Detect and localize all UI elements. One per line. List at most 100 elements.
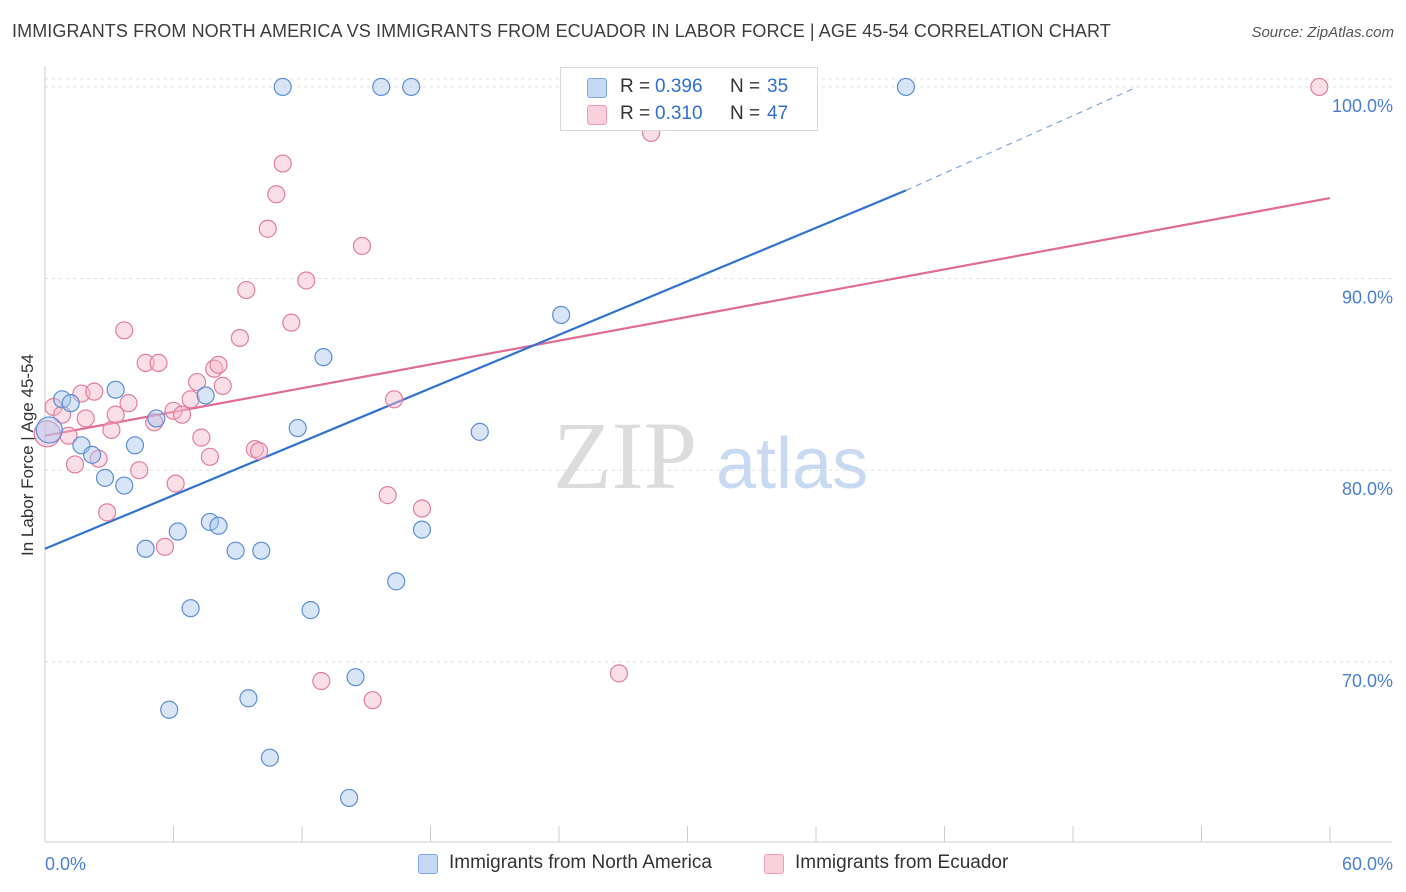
tick-labels: 70.0% 80.0% 90.0% 100.0% 0.0% 60.0%	[45, 96, 1393, 874]
point-north-america	[470, 422, 489, 441]
axes	[44, 66, 1392, 843]
point-north-america	[301, 601, 320, 620]
point-north-america	[288, 418, 307, 438]
point-north-america	[387, 572, 406, 591]
point-ecuador	[363, 691, 382, 710]
point-ecuador	[181, 390, 200, 409]
point-ecuador	[187, 372, 207, 392]
legend-r-label: R =	[620, 76, 651, 97]
point-ecuador	[384, 390, 404, 409]
point-north-america	[125, 436, 145, 455]
point-ecuador	[200, 447, 220, 466]
point-north-america	[346, 668, 365, 687]
point-ecuador	[166, 474, 185, 493]
legend-r-label: R =	[620, 103, 651, 124]
point-ecuador	[1310, 77, 1329, 97]
y-tick-label: 80.0%	[1342, 479, 1393, 499]
legend-r-value: 0.310	[655, 103, 703, 124]
point-north-america	[402, 77, 421, 97]
y-tick-label: 100.0%	[1332, 96, 1393, 116]
source-label: Source: ZipAtlas.com	[1251, 24, 1394, 41]
legend-n-value: 47	[767, 103, 789, 124]
point-north-america	[181, 599, 200, 618]
legend-swatch-north-america	[587, 78, 607, 98]
legend-n-value: 35	[767, 76, 789, 97]
point-ecuador	[136, 353, 155, 372]
point-ecuador	[115, 321, 134, 340]
point-north-america	[200, 512, 220, 532]
point-north-america	[83, 445, 102, 464]
point-north-america	[226, 541, 245, 560]
point-ecuador	[312, 671, 331, 691]
point-ecuador	[130, 461, 149, 480]
point-ecuador	[250, 441, 269, 461]
point-north-america	[260, 748, 279, 767]
point-north-america	[168, 522, 187, 541]
point-ecuador	[155, 537, 175, 556]
trend-lines	[44, 86, 1331, 550]
point-ecuador	[172, 405, 192, 424]
point-north-america	[53, 390, 72, 409]
point-north-america	[106, 380, 125, 399]
trend-line-north-america	[44, 189, 907, 550]
point-north-america	[136, 539, 155, 558]
watermark-zip: ZIP	[553, 402, 697, 509]
bottom-legend-swatch-ecuador	[764, 854, 784, 874]
point-north-america	[252, 541, 271, 560]
point-north-america	[372, 77, 391, 97]
point-north-america	[115, 476, 134, 495]
legend: R = 0.396 N = 35 R = 0.310 N = 47	[560, 67, 818, 131]
point-north-america	[340, 788, 359, 808]
point-ecuador	[106, 405, 125, 424]
legend-n-label: N =	[730, 103, 761, 124]
point-ecuador	[267, 185, 286, 204]
point-north-america	[160, 700, 179, 719]
point-north-america	[314, 348, 333, 367]
point-north-america	[209, 516, 228, 535]
point-ecuador	[237, 280, 256, 300]
y-tick-label: 90.0%	[1342, 288, 1393, 308]
point-ecuador	[85, 382, 104, 401]
point-ecuador	[119, 394, 138, 413]
point-ecuador	[76, 409, 95, 428]
point-north-america	[35, 416, 63, 444]
point-ecuador	[102, 420, 121, 440]
point-ecuador	[297, 271, 316, 290]
point-north-america	[61, 394, 80, 413]
bottom-legend-swatch-north-america	[418, 854, 438, 874]
trend-line-ecuador	[44, 196, 1331, 437]
point-ecuador	[98, 503, 117, 522]
point-ecuador	[282, 313, 301, 332]
point-north-america	[412, 520, 432, 539]
watermark: ZIP atlas	[553, 402, 868, 509]
point-ecuador	[378, 486, 397, 505]
point-north-america	[273, 77, 292, 97]
legend-n-label: N =	[730, 76, 761, 97]
point-ecuador	[65, 455, 85, 474]
point-north-america	[552, 305, 571, 325]
point-ecuador	[230, 328, 249, 348]
x-tick-label: 0.0%	[45, 854, 86, 874]
point-north-america	[95, 468, 115, 487]
point-north-america	[196, 386, 215, 405]
point-ecuador	[258, 219, 277, 238]
point-ecuador	[273, 154, 292, 173]
point-north-america	[896, 77, 916, 97]
y-tick-label: 70.0%	[1342, 671, 1393, 691]
point-ecuador	[164, 401, 183, 420]
point-ecuador	[609, 664, 629, 683]
point-north-america	[239, 689, 258, 708]
point-ecuador	[412, 499, 432, 518]
point-north-america	[147, 409, 166, 428]
bottom-legend-label-north-america: Immigrants from North America	[449, 852, 712, 873]
legend-r-value: 0.396	[655, 76, 703, 97]
chart-title: IMMIGRANTS FROM NORTH AMERICA VS IMMIGRA…	[12, 21, 1111, 41]
point-ecuador	[209, 355, 228, 374]
data-points	[33, 72, 1329, 808]
trend-line-north-america-extension	[905, 86, 1138, 191]
point-ecuador	[352, 236, 372, 256]
bottom-legend-label-ecuador: Immigrants from Ecuador	[795, 852, 1009, 873]
point-ecuador	[192, 428, 211, 447]
x-tick-label: 60.0%	[1342, 854, 1393, 874]
